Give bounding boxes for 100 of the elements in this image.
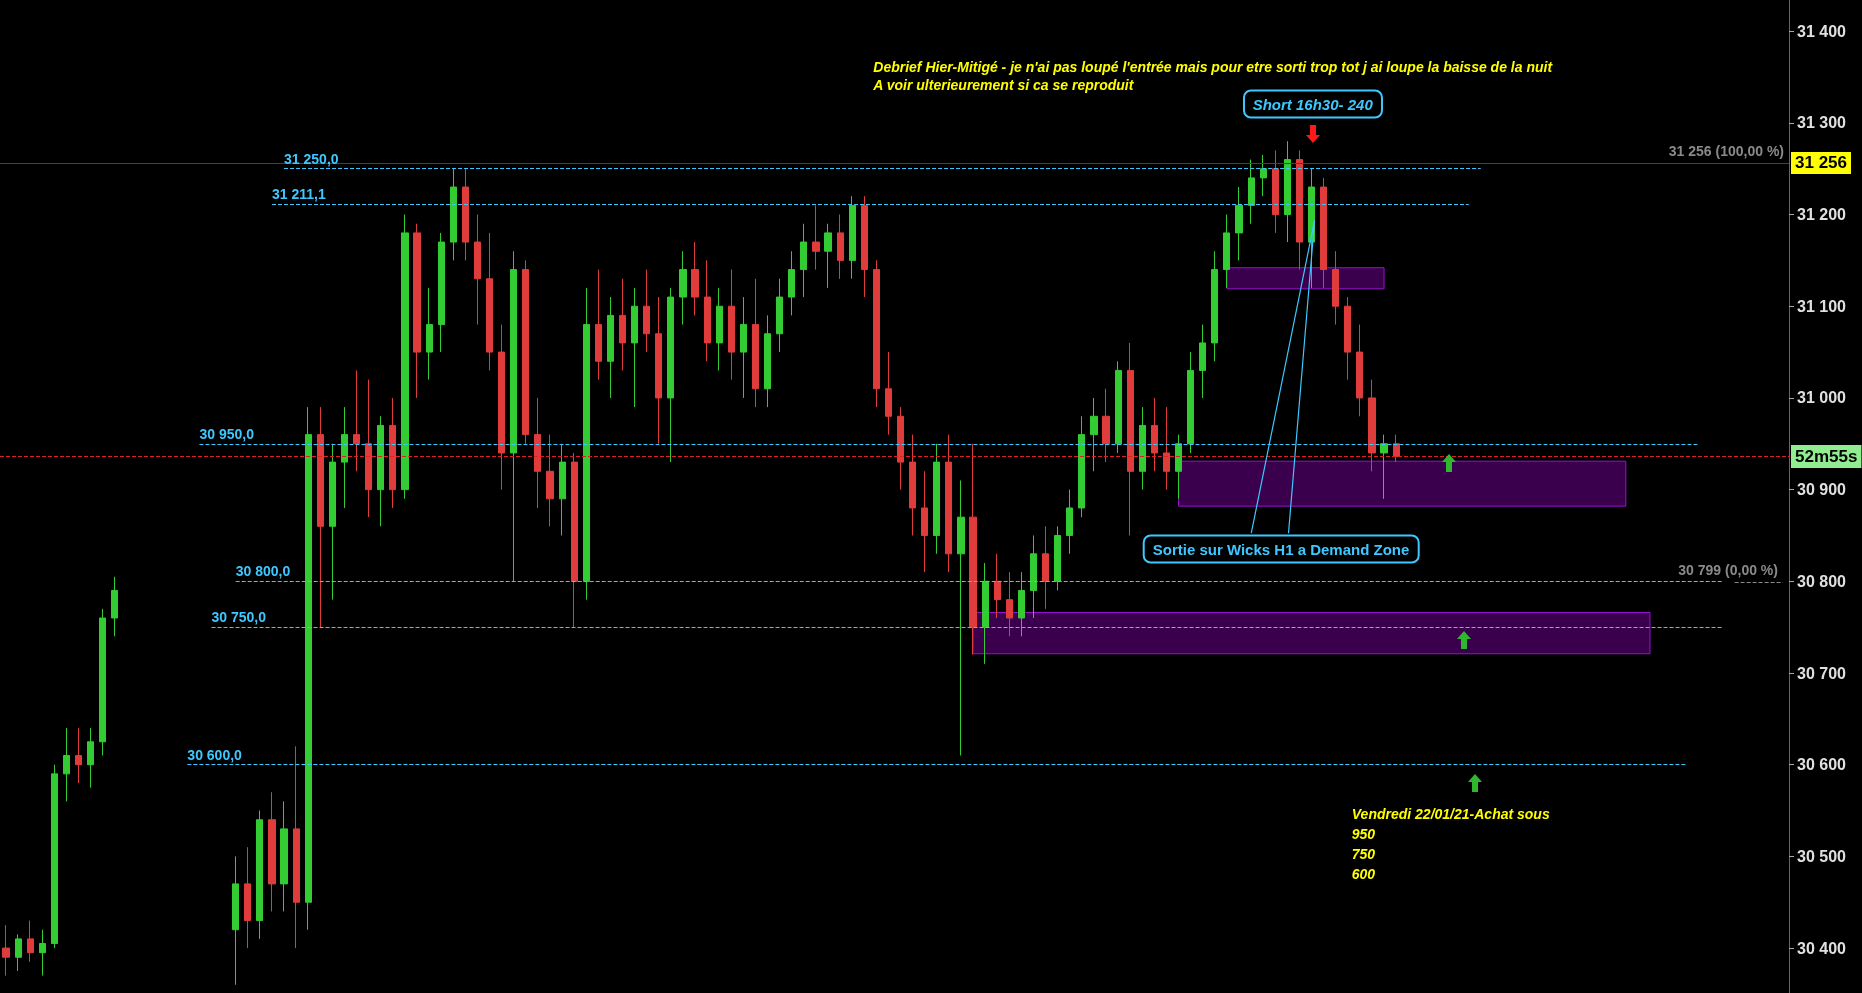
candlestick: [1006, 571, 1013, 637]
candlestick: [474, 214, 481, 326]
candlestick: [716, 287, 723, 371]
candlestick: [462, 168, 469, 261]
y-tick-label: 30 800: [1797, 572, 1847, 590]
candlestick: [75, 727, 82, 784]
candlestick: [353, 369, 360, 472]
candlestick: [1151, 397, 1158, 472]
candlestick: [776, 278, 783, 353]
candlestick: [1090, 397, 1098, 472]
candlestick: [1018, 571, 1025, 637]
candlestick: [655, 296, 662, 445]
candlestick: [1332, 250, 1339, 326]
candlestick: [329, 443, 336, 601]
y-tick-label: 30 900: [1797, 481, 1847, 499]
candlestick: [957, 479, 965, 757]
y-tick-label: 30 500: [1797, 847, 1847, 865]
candlestick: [522, 259, 529, 445]
candlestick: [534, 397, 541, 509]
candlestick: [704, 259, 711, 362]
candlestick: [909, 434, 916, 536]
candlestick: [1030, 534, 1037, 619]
candlestick: [679, 250, 687, 326]
candlestick: [365, 379, 372, 518]
candlestick: [39, 929, 46, 977]
candlestick: [341, 406, 348, 509]
annotation: Vendredi 22/01/21-Achat sous: [1351, 806, 1550, 823]
candlestick: [510, 250, 517, 582]
candlestick: [824, 223, 832, 289]
candlestick: [232, 855, 239, 986]
ref-line-label: 52m55s: [1795, 447, 1858, 467]
candlestick: [111, 576, 118, 637]
candlestick: [305, 406, 312, 931]
candlestick: [788, 250, 795, 316]
annotation: A voir ulterieurement si ca se reproduit: [873, 77, 1134, 94]
candlestick: [849, 195, 856, 280]
candlestick: [1344, 296, 1351, 381]
ref-line-label: 30 799 (0,00 %): [1678, 562, 1778, 579]
annotation: Short 16h30- 240: [1242, 89, 1383, 119]
candlestick: [885, 351, 892, 436]
y-tick-label: 31 000: [1797, 389, 1847, 407]
candlestick: [559, 443, 566, 536]
candlestick: [837, 214, 844, 280]
candlestick: [51, 764, 58, 949]
candlestick: [1393, 434, 1400, 463]
ref-line-label: 30 600,0: [187, 746, 243, 763]
candlestick: [1284, 140, 1291, 243]
ref-line-label: 30 800,0: [235, 563, 291, 580]
candlestick: [1175, 434, 1182, 500]
candlestick: [486, 232, 493, 371]
candlestick: [619, 278, 626, 371]
candlestick: [15, 933, 22, 972]
ref-line-label: 31 256 (100,00 %): [1668, 143, 1784, 160]
candlestick: [1199, 324, 1206, 399]
y-tick-label: 30 400: [1797, 939, 1847, 957]
candlestick: [63, 727, 70, 802]
candlestick: [921, 470, 928, 573]
annotation: 750: [1351, 846, 1376, 863]
annotation: Sortie sur Wicks H1 a Demand Zone: [1142, 534, 1420, 564]
candlestick: [280, 800, 288, 912]
candlestick: [1356, 324, 1363, 417]
candlestick: [1139, 406, 1146, 491]
candlestick: [244, 846, 251, 949]
candlestick: [897, 406, 904, 491]
candlestick: [1260, 154, 1267, 197]
candlestick: [1248, 159, 1255, 225]
y-tick-label: 30 600: [1797, 756, 1847, 774]
candlestick: [1115, 360, 1122, 454]
candlestick: [595, 269, 602, 381]
y-tick-label: 31 400: [1797, 22, 1847, 40]
candlestick: [426, 287, 433, 381]
candlestick: [1187, 351, 1194, 454]
candlestick: [764, 314, 771, 408]
candlestick: [389, 397, 396, 509]
candlestick: [1163, 406, 1170, 491]
candlestick: [1054, 525, 1061, 591]
candlestick: [861, 195, 868, 298]
candlestick: [498, 324, 505, 491]
candlestick: [1235, 186, 1243, 261]
ref-line-label: 30 950,0: [199, 425, 255, 442]
candlestick: [1066, 489, 1073, 555]
candlestick: [994, 553, 1001, 619]
candlestick: [1368, 379, 1376, 472]
candlestick: [800, 223, 807, 298]
ref-line-label: 30 750,0: [211, 609, 267, 626]
candlestick: [1223, 214, 1230, 289]
y-tick-label: 31 100: [1797, 297, 1847, 315]
candlestick: [1078, 415, 1085, 518]
candlestick: [1102, 388, 1110, 463]
candlestick: [583, 287, 590, 601]
ref-line-label: 31 250,0: [284, 150, 339, 167]
candlestick: [631, 287, 638, 408]
candlestick: [667, 287, 674, 463]
candlestick: [87, 727, 94, 789]
candlestick: [752, 278, 759, 408]
candlestick: [740, 296, 747, 399]
candlestick: [982, 562, 989, 665]
candlestick: [728, 269, 735, 381]
candlestick: [438, 232, 445, 353]
annotation: Debrief Hier-Mitigé - je n'ai pas loupé l'entrée mais pour etre sorti trop tot j ai loupe la baisse de la nuit: [873, 58, 1553, 75]
